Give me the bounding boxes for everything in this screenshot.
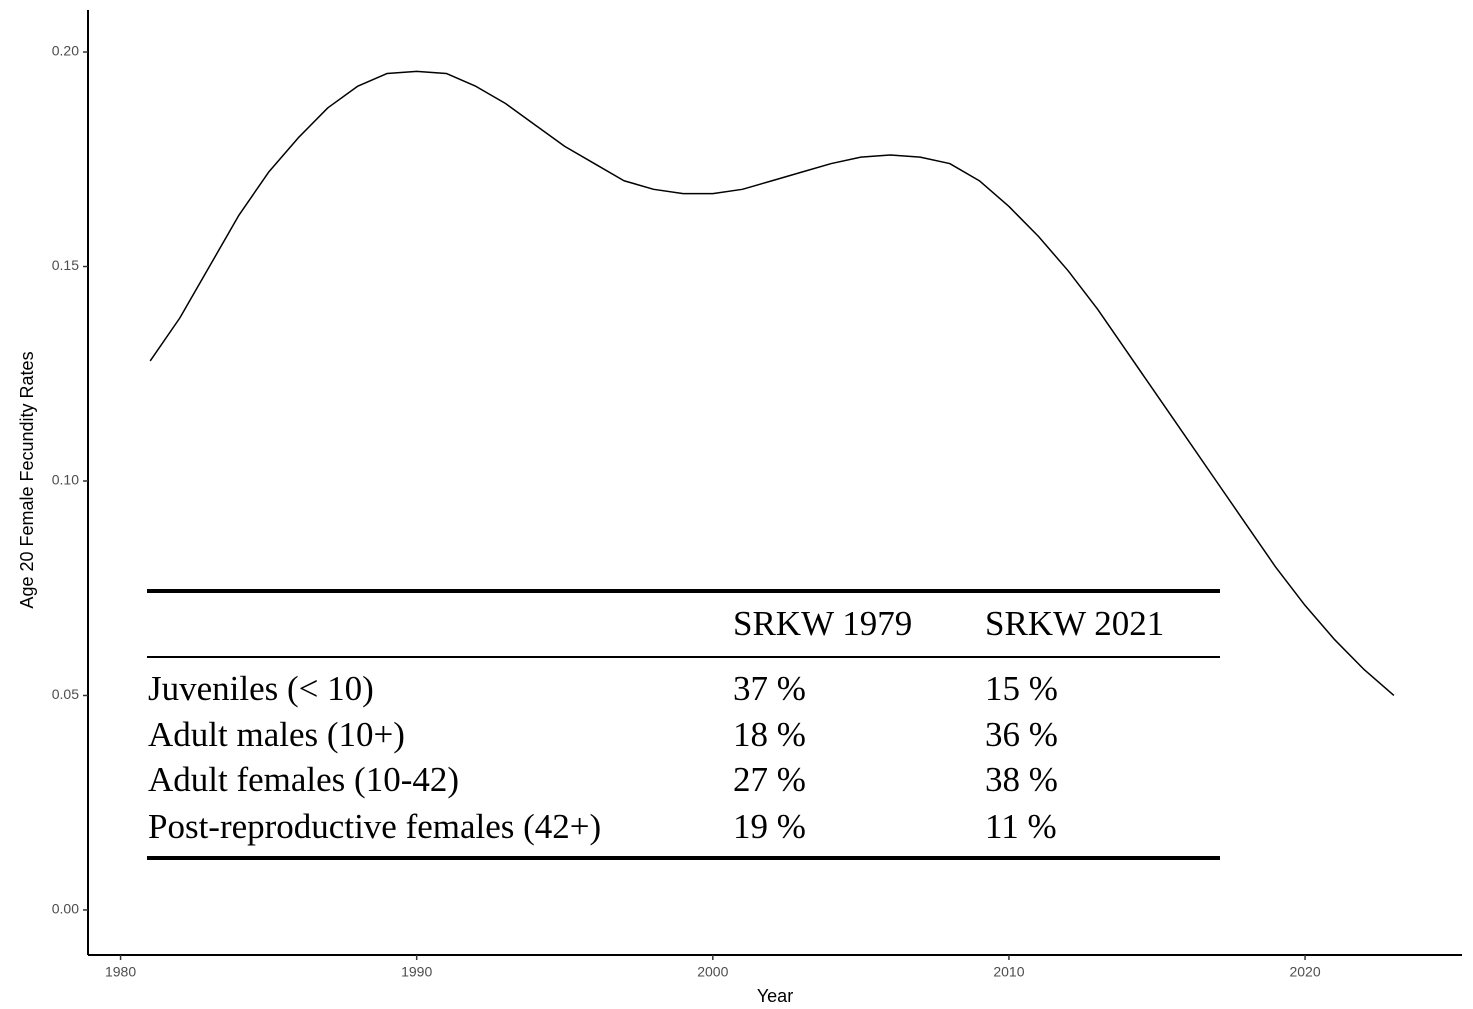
table-cell: 37 % <box>733 669 806 708</box>
table-cell: 36 % <box>985 715 1058 754</box>
table-cell: 38 % <box>985 760 1058 799</box>
table-header: SRKW 2021 <box>985 604 1164 643</box>
table-header: SRKW 1979 <box>733 604 912 643</box>
y-tick-label: 0.20 <box>52 43 79 59</box>
y-tick-label: 0.10 <box>52 472 79 488</box>
x-tick-label: 2000 <box>697 964 728 980</box>
x-axis-title: Year <box>757 986 793 1006</box>
table-cell: 27 % <box>733 760 806 799</box>
table-cell: Post-reproductive females (42+) <box>148 807 601 846</box>
table-cell: 19 % <box>733 807 806 846</box>
y-tick-label: 0.00 <box>52 901 79 917</box>
table-cell: Juveniles (< 10) <box>148 669 374 708</box>
table-cell: 11 % <box>985 807 1057 846</box>
x-tick-label: 1990 <box>401 964 432 980</box>
table-cell: Adult females (10-42) <box>148 760 459 799</box>
y-tick-label: 0.15 <box>52 257 79 273</box>
line <box>149 70 1395 697</box>
x-tick-label: 2010 <box>993 964 1024 980</box>
y-tick-label: 0.05 <box>52 686 79 702</box>
x-tick-label: 1980 <box>105 964 136 980</box>
table-cell: Adult males (10+) <box>148 715 405 754</box>
table-cell: 18 % <box>733 715 806 754</box>
y-axis-title: Age 20 Female Fecundity Rates <box>17 351 37 608</box>
table-cell: 15 % <box>985 669 1058 708</box>
x-tick-label: 2020 <box>1289 964 1320 980</box>
